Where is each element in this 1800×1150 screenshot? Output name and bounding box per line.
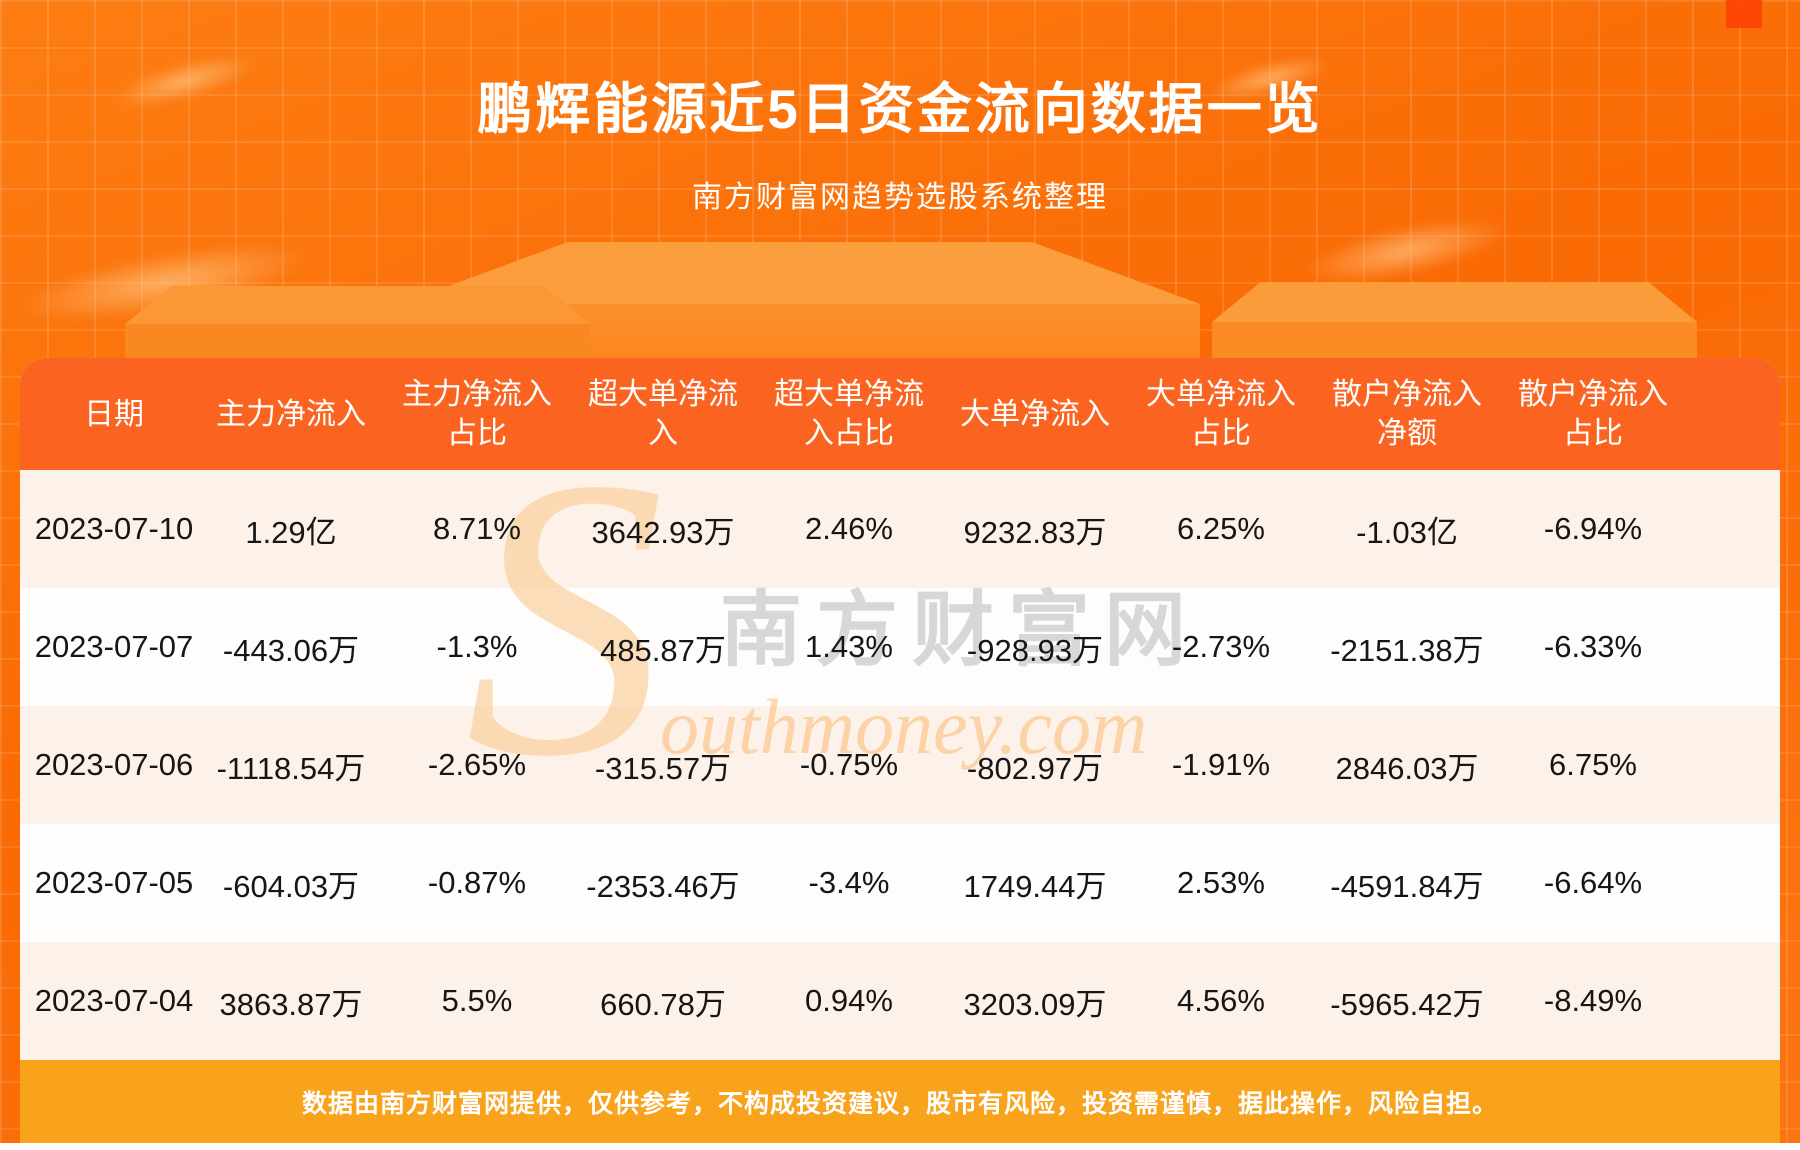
column-header-retail-inflow: 散户净流入 净额 — [1332, 378, 1482, 450]
table-cell: -6.33% — [1543, 629, 1643, 664]
table-cell: -604.03万 — [222, 868, 360, 904]
table-cell: -2.65% — [427, 747, 527, 782]
column-header-retail-ratio: 散户净流入 占比 — [1518, 378, 1668, 450]
podium-right-top — [1212, 282, 1697, 322]
table-cell: 8.71% — [433, 511, 521, 546]
table-cell: 2.46% — [805, 511, 893, 546]
column-header-xl-order-inflow: 超大单净流 入 — [588, 378, 738, 450]
table-cell: 2023-07-04 — [34, 983, 194, 1018]
column-header-main-inflow-ratio: 主力净流入 占比 — [402, 378, 552, 450]
table-cell: 2023-07-06 — [34, 747, 194, 782]
table-cell: 3863.87万 — [219, 986, 363, 1022]
table-cell: 660.78万 — [600, 986, 726, 1022]
column-header-main-inflow: 主力净流入 — [216, 397, 366, 431]
table-cell: 485.87万 — [600, 632, 726, 668]
table-cell: 5.5% — [441, 983, 513, 1018]
table-cell: 4.56% — [1177, 983, 1265, 1018]
table-row: 2023-07-10 1.29亿 8.71% 3642.93万 2.46% 92… — [20, 470, 1780, 588]
table-row: 2023-07-05 -604.03万 -0.87% -2353.46万 -3.… — [20, 824, 1780, 942]
podium-right-front — [1212, 322, 1697, 358]
table-cell: -0.75% — [799, 747, 899, 782]
table-cell: -802.97万 — [966, 750, 1104, 786]
table-cell: -6.94% — [1543, 511, 1643, 546]
column-header-date: 日期 — [84, 397, 144, 431]
table-cell: 9232.83万 — [963, 514, 1107, 550]
table-body: 2023-07-10 1.29亿 8.71% 3642.93万 2.46% 92… — [20, 470, 1780, 1060]
table-cell: -315.57万 — [594, 750, 732, 786]
table-row: 2023-07-07 -443.06万 -1.3% 485.87万 1.43% … — [20, 588, 1780, 706]
table-cell: -1118.54万 — [216, 750, 366, 786]
table-cell: -2353.46万 — [586, 868, 740, 904]
column-header-large-order-ratio: 大单净流入 占比 — [1146, 378, 1296, 450]
table-cell: -1.03亿 — [1356, 514, 1458, 550]
podium-left-front — [125, 324, 590, 358]
page-subtitle: 南方财富网趋势选股系统整理 — [692, 181, 1108, 214]
table-cell: -4591.84万 — [1330, 868, 1484, 904]
table-cell: -2.73% — [1171, 629, 1271, 664]
table-cell: 2.53% — [1177, 865, 1265, 900]
table-header-row: 日期 主力净流入 主力净流入 占比 超大单净流 入 超大单净流 入占比 大单净流… — [20, 358, 1780, 470]
table-cell: -928.93万 — [966, 632, 1104, 668]
table-row: 2023-07-06 -1118.54万 -2.65% -315.57万 -0.… — [20, 706, 1780, 824]
table-cell: -8.49% — [1543, 983, 1643, 1018]
table-cell: 6.25% — [1177, 511, 1265, 546]
table-cell: 2846.03万 — [1335, 750, 1479, 786]
table-cell: 2023-07-05 — [34, 865, 194, 900]
table-cell: 2023-07-07 — [34, 629, 194, 664]
table-cell: 6.75% — [1549, 747, 1637, 782]
disclaimer-bar: 数据由南方财富网提供，仅供参考，不构成投资建议，股市有风险，投资需谨慎，据此操作… — [20, 1060, 1780, 1143]
table-cell: -1.3% — [436, 629, 518, 664]
table-cell: -443.06万 — [222, 632, 360, 668]
table-cell: 3203.09万 — [963, 986, 1107, 1022]
table-cell: 1.43% — [805, 629, 893, 664]
table-cell: 2023-07-10 — [34, 511, 194, 546]
table-cell: -5965.42万 — [1330, 986, 1484, 1022]
page-title: 鹏辉能源近5日资金流向数据一览 — [477, 78, 1323, 140]
column-header-large-order-inflow: 大单净流入 — [960, 397, 1110, 431]
table-cell: 1.29亿 — [245, 514, 337, 550]
column-header-xl-order-ratio: 超大单净流 入占比 — [774, 378, 924, 450]
podium-left-top — [125, 286, 590, 324]
decor-corner-square — [1726, 0, 1762, 28]
table-cell: -2151.38万 — [1330, 632, 1484, 668]
table-cell: -6.64% — [1543, 865, 1643, 900]
disclaimer-text: 数据由南方财富网提供，仅供参考，不构成投资建议，股市有风险，投资需谨慎，据此操作… — [301, 1089, 1498, 1118]
fund-flow-table-card: S 南方财富网 outhmoney.com 日期 主力净流入 主力净流入 占比 … — [20, 358, 1780, 1143]
table-cell: -3.4% — [808, 865, 890, 900]
table-cell: 0.94% — [805, 983, 893, 1018]
table-cell: -1.91% — [1171, 747, 1271, 782]
table-cell: -0.87% — [427, 865, 527, 900]
table-cell: 3642.93万 — [591, 514, 735, 550]
table-cell: 1749.44万 — [963, 868, 1107, 904]
table-row: 2023-07-04 3863.87万 5.5% 660.78万 0.94% 3… — [20, 942, 1780, 1060]
